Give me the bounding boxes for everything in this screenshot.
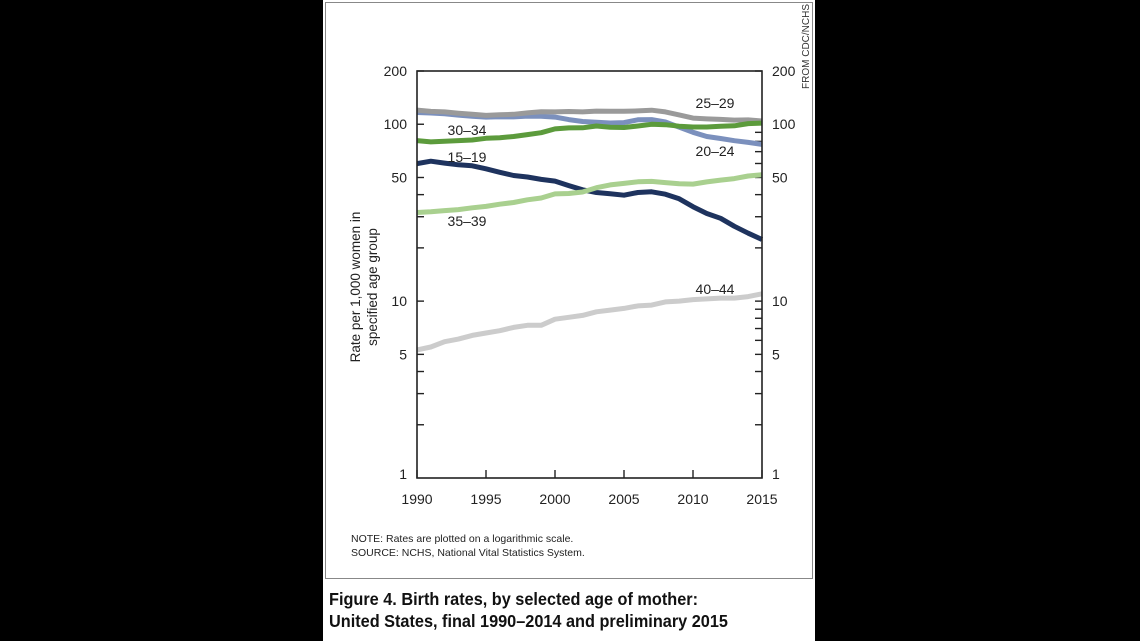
series-line-30-34: [416, 120, 763, 145]
series-label: 25–29: [696, 95, 735, 111]
y-tick-label-left: 100: [384, 116, 408, 132]
y-tick-label-left: 5: [399, 346, 407, 362]
y-axis-label-line2: specified age group: [365, 228, 380, 346]
figure-panel: [323, 0, 815, 641]
y-tick-label-right: 5: [772, 346, 780, 362]
y-tick-label-left: 200: [384, 63, 408, 79]
series-label: 35–39: [448, 213, 487, 229]
y-axis-label-line1: Rate per 1,000 women in: [348, 212, 363, 363]
y-tick-label-left: 10: [391, 293, 407, 309]
series-line-40-44: [416, 291, 763, 353]
credit-text: FROM CDC/NCHS: [801, 4, 812, 89]
y-tick-label-right: 200: [772, 63, 796, 79]
chart-note: NOTE: Rates are plotted on a logarithmic…: [351, 533, 574, 545]
x-tick-label: 2010: [677, 491, 708, 507]
series-label: 15–19: [448, 149, 487, 165]
y-tick-label-left: 50: [391, 169, 407, 185]
figure-caption-line2: United States, final 1990–2014 and preli…: [329, 611, 728, 631]
y-tick-label-right: 50: [772, 169, 788, 185]
y-tick-label-right: 10: [772, 293, 788, 309]
plot-frame: [416, 70, 763, 479]
x-tick-label: 1995: [470, 491, 501, 507]
chart-source: SOURCE: NCHS, National Vital Statistics …: [351, 547, 585, 559]
series-label: 20–24: [696, 143, 735, 159]
x-tick-label: 2000: [539, 491, 570, 507]
series-line-35-39: [416, 172, 763, 215]
y-tick-label-left: 1: [399, 466, 407, 482]
y-tick-label-right: 100: [772, 116, 796, 132]
series-label: 40–44: [696, 281, 735, 297]
series-line-25-29: [416, 107, 763, 124]
figure-caption-line1: Figure 4. Birth rates, by selected age o…: [329, 589, 699, 609]
figure-frame: [325, 2, 813, 579]
y-tick-label-right: 1: [772, 466, 780, 482]
x-tick-label: 1990: [401, 491, 432, 507]
series-label: 30–34: [448, 122, 487, 138]
x-tick-label: 2005: [608, 491, 639, 507]
x-tick-label: 2015: [746, 491, 777, 507]
